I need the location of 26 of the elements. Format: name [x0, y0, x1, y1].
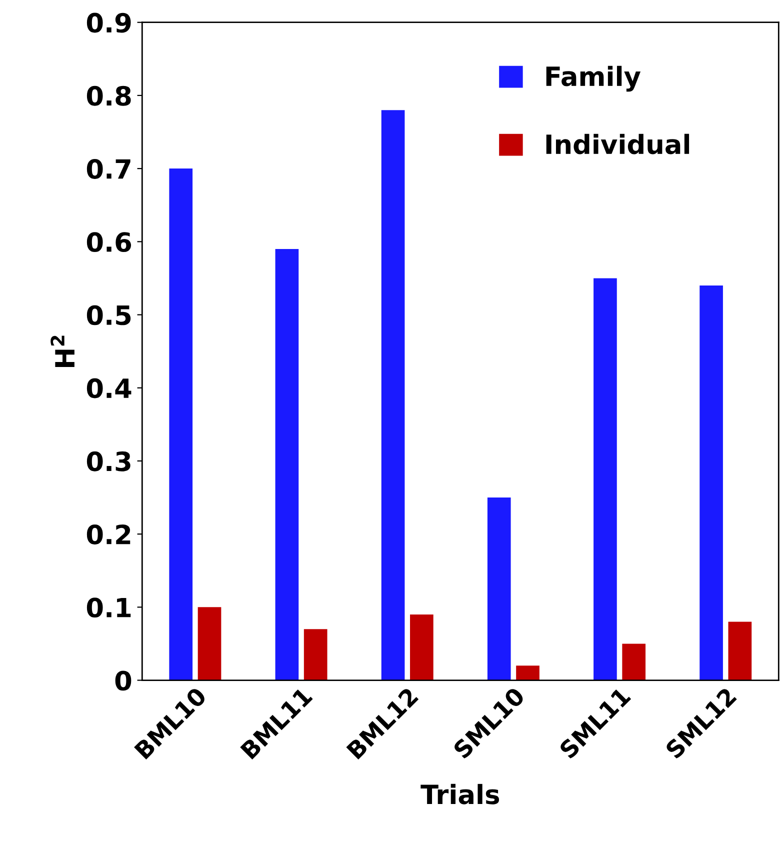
- y-tick-label: 0.4: [86, 378, 132, 398]
- bar: [381, 110, 405, 680]
- y-tick-label: 0.1: [86, 598, 131, 618]
- bar: [487, 498, 511, 680]
- bar: [275, 248, 299, 680]
- legend-label: Individual: [546, 134, 690, 154]
- bar: [169, 168, 193, 680]
- y-tick-label: 0.3: [86, 451, 130, 472]
- bar: [304, 629, 328, 680]
- y-tick-label: 0.6: [86, 232, 132, 252]
- bar: [594, 278, 617, 680]
- bar: [516, 666, 540, 680]
- bar: [622, 644, 646, 680]
- bar: [700, 286, 723, 680]
- y-tick-label: 0.8: [86, 86, 131, 106]
- y-axis-title: H$^{2}$: [50, 336, 74, 367]
- y-tick-label: 0: [115, 670, 132, 691]
- bar: [410, 614, 434, 680]
- y-tick-label: 0.7: [86, 159, 130, 179]
- x-axis-title: Trials: [420, 784, 500, 804]
- y-tick-label: 0.5: [86, 305, 131, 326]
- bar: [728, 622, 752, 680]
- y-tick-label: 0.2: [86, 524, 130, 544]
- y-tick-label: 0.9: [86, 12, 131, 33]
- bar: [198, 607, 222, 680]
- legend-label: Family: [546, 66, 641, 92]
